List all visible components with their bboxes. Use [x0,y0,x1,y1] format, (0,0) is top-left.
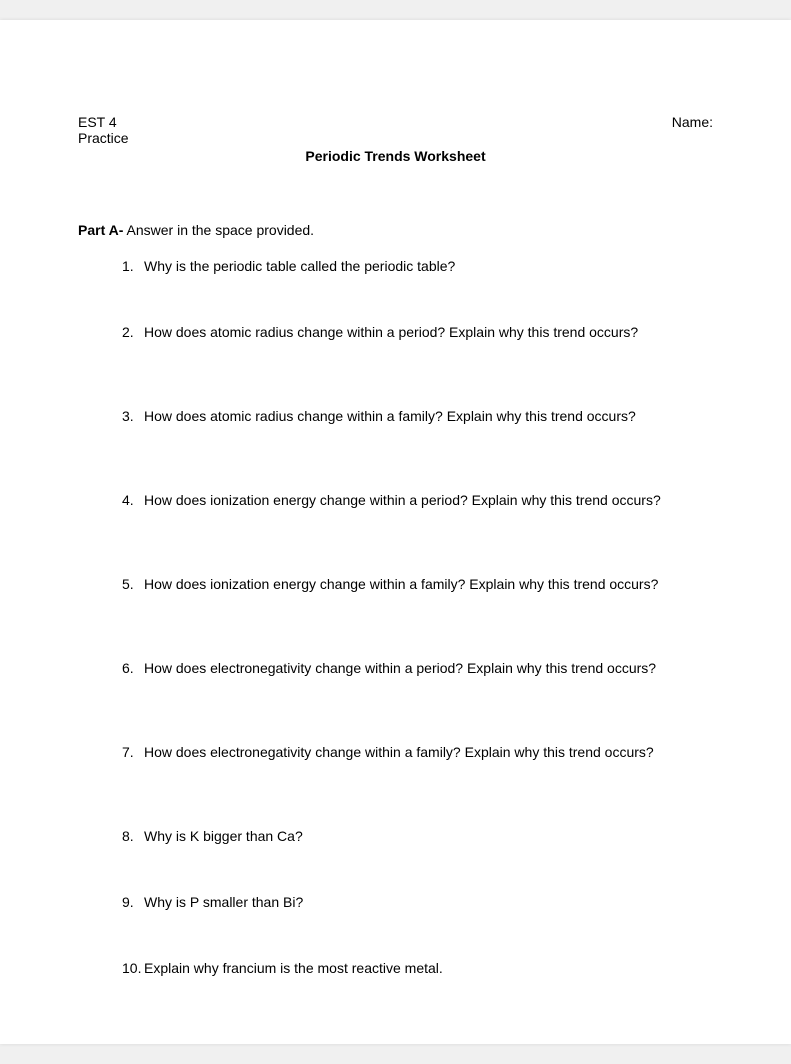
question-text: Why is K bigger than Ca? [144,828,303,844]
worksheet-title: Periodic Trends Worksheet [78,148,713,164]
question-number: 10. [122,960,144,976]
question-item: 8. Why is K bigger than Ca? [122,828,713,844]
question-text: Explain why francium is the most reactiv… [144,960,443,976]
name-label: Name: [672,114,713,146]
question-number: 6. [122,660,144,676]
course-code: EST 4 [78,114,129,130]
question-item: 5. How does ionization energy change wit… [122,576,713,592]
question-item: 1. Why is the periodic table called the … [122,258,713,274]
part-a-section: Part A- Answer in the space provided. [78,222,713,238]
question-text: How does ionization energy change within… [144,576,658,592]
question-item: 10. Explain why francium is the most rea… [122,960,713,976]
question-item: 9. Why is P smaller than Bi? [122,894,713,910]
question-number: 5. [122,576,144,592]
question-number: 1. [122,258,144,274]
course-subtitle: Practice [78,130,129,146]
question-number: 2. [122,324,144,340]
question-item: 3. How does atomic radius change within … [122,408,713,424]
question-item: 2. How does atomic radius change within … [122,324,713,340]
question-text: Why is the periodic table called the per… [144,258,455,274]
question-number: 4. [122,492,144,508]
question-item: 4. How does ionization energy change wit… [122,492,713,508]
question-item: 6. How does electronegativity change wit… [122,660,713,676]
question-text: How does ionization energy change within… [144,492,661,508]
question-number: 7. [122,744,144,760]
part-a-label: Part A- [78,222,123,238]
header-left: EST 4 Practice [78,114,129,146]
question-text: How does electronegativity change within… [144,660,656,676]
part-a-instruction: Answer in the space provided. [123,222,314,238]
question-number: 8. [122,828,144,844]
questions-list: 1. Why is the periodic table called the … [78,258,713,976]
question-number: 9. [122,894,144,910]
question-item: 7. How does electronegativity change wit… [122,744,713,760]
question-number: 3. [122,408,144,424]
worksheet-page: EST 4 Practice Name: Periodic Trends Wor… [0,20,791,1044]
question-text: Why is P smaller than Bi? [144,894,303,910]
header-row: EST 4 Practice Name: [78,114,713,146]
question-text: How does atomic radius change within a f… [144,408,636,424]
question-text: How does electronegativity change within… [144,744,654,760]
question-text: How does atomic radius change within a p… [144,324,638,340]
